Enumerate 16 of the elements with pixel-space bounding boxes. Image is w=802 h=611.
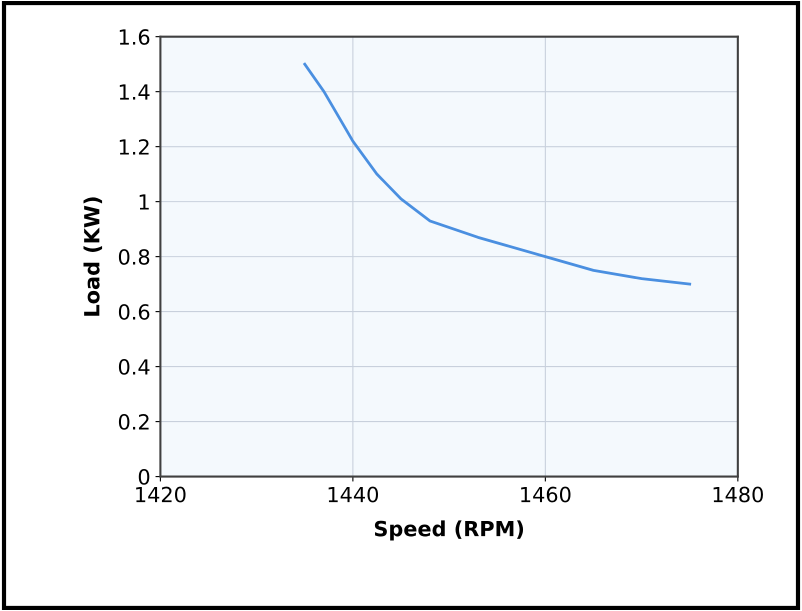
y-tick-label: 0.4 [118,359,150,375]
x-tick-label: 1420 [136,486,186,502]
x-tick-label: 1480 [714,486,763,502]
y-tick-label: 1.4 [120,84,150,100]
y-axis-title: Load (KW) [83,197,102,316]
line-series [303,62,692,286]
x-tick-label: 1440 [328,486,378,502]
y-tick-label: 0.6 [118,304,150,320]
x-axis-title: Speed (RPM) [374,520,524,541]
y-tick-label: 1.6 [120,29,150,45]
x-tick-label: 1460 [521,486,570,502]
y-tick-label: 1.2 [120,139,149,155]
y-tick-label: 1 [140,194,149,210]
y-tick-label: 0.8 [118,249,150,265]
y-tick-label: 0.2 [118,414,149,430]
y-tick-label: 0 [138,469,150,485]
